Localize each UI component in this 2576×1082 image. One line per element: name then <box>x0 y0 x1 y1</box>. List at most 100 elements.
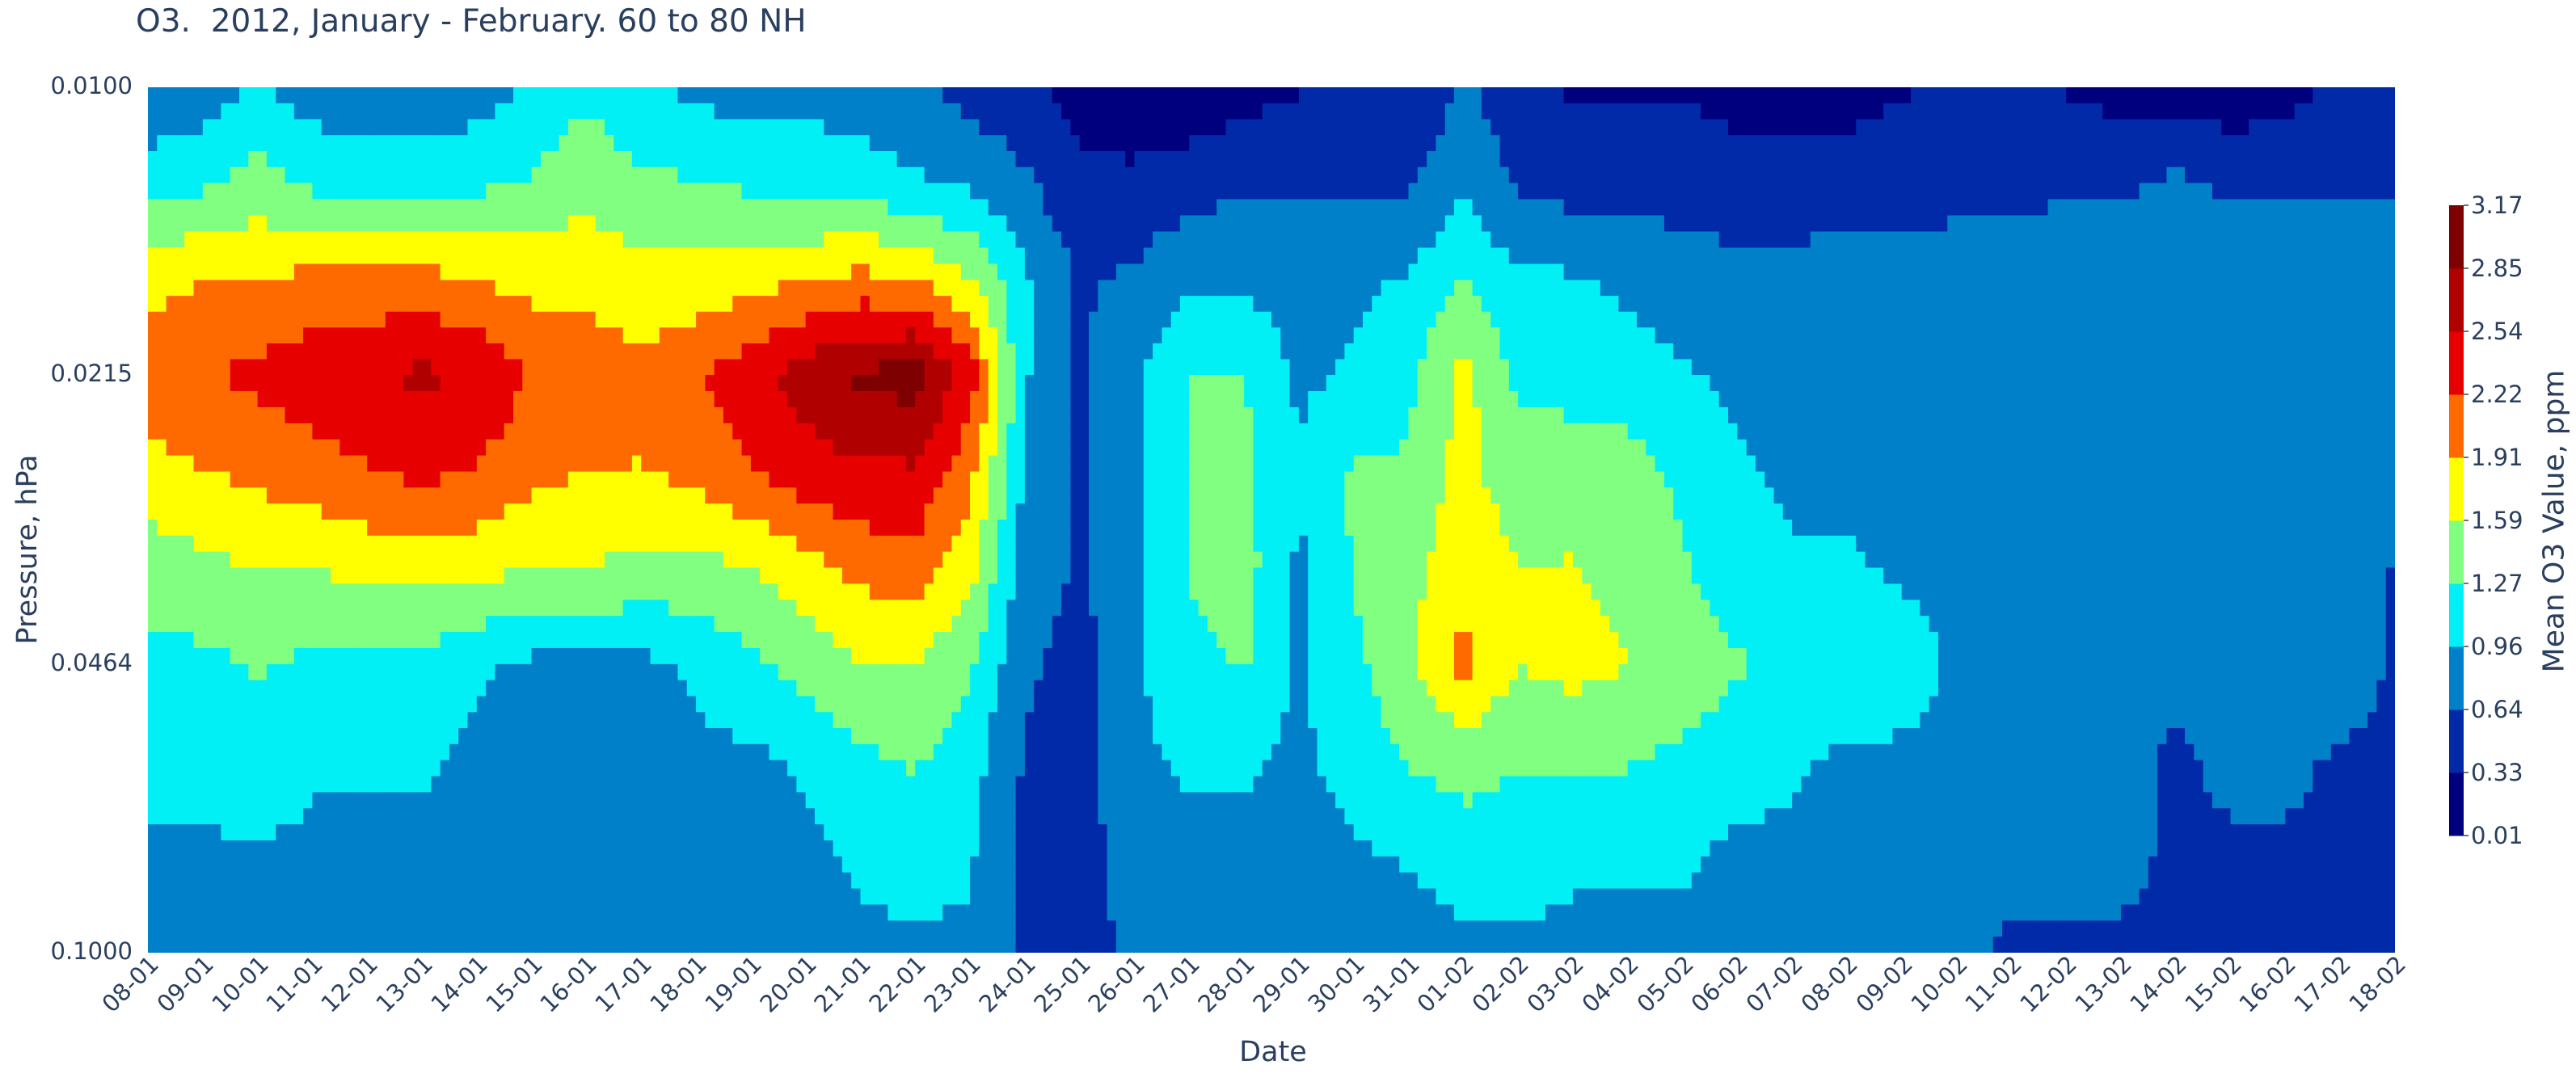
contour-cell <box>157 280 167 297</box>
contour-cell <box>1710 280 1720 297</box>
contour-cell <box>2075 119 2085 136</box>
contour-cell <box>1856 390 1866 408</box>
contour-cell <box>1536 215 1546 233</box>
contour-cell <box>760 375 770 392</box>
contour-cell <box>1088 390 1098 408</box>
contour-cell <box>1984 103 1994 120</box>
contour-cell <box>239 199 249 217</box>
contour-cell <box>1554 150 1565 168</box>
contour-cell <box>741 150 752 168</box>
contour-cell <box>1417 87 1427 104</box>
contour-cell <box>979 280 989 297</box>
contour-cell <box>787 150 797 168</box>
contour-cell <box>641 150 651 168</box>
contour-cell <box>303 135 314 152</box>
contour-cell <box>723 359 733 376</box>
contour-cell <box>1701 231 1711 249</box>
contour-cell <box>1618 390 1629 408</box>
contour-cell <box>166 359 176 376</box>
contour-cell <box>1454 215 1464 233</box>
contour-cell <box>1646 183 1656 200</box>
contour-cell <box>1947 327 1958 344</box>
contour-cell <box>686 406 697 424</box>
contour-cell <box>2358 263 2368 281</box>
contour-cell <box>1317 103 1327 120</box>
contour-cell <box>2340 311 2350 328</box>
contour-cell <box>567 311 578 328</box>
contour-cell <box>1244 183 1254 200</box>
contour-cell <box>166 375 176 392</box>
contour-cell <box>2038 263 2049 281</box>
contour-cell <box>257 119 268 136</box>
contour-cell <box>1079 199 1090 217</box>
contour-cell <box>860 343 871 360</box>
contour-cell <box>1088 119 1098 136</box>
contour-cell <box>2056 135 2067 152</box>
contour-cell <box>769 119 779 136</box>
contour-cell <box>1134 87 1145 104</box>
contour-cell <box>1125 327 1136 344</box>
contour-cell <box>1444 183 1455 200</box>
contour-cell <box>2020 343 2030 360</box>
contour-cell <box>293 166 304 184</box>
contour-cell <box>2011 150 2022 168</box>
contour-cell <box>2330 247 2341 265</box>
contour-cell <box>2211 296 2222 313</box>
contour-cell <box>2002 280 2012 297</box>
contour-cell <box>1655 103 1665 120</box>
contour-cell <box>1015 311 1026 328</box>
contour-cell <box>1034 166 1044 184</box>
contour-cell <box>1107 103 1117 120</box>
contour-cell <box>257 87 268 104</box>
contour-cell <box>1189 103 1199 120</box>
contour-cell <box>814 280 824 297</box>
contour-cell <box>1582 343 1592 360</box>
contour-cell <box>1472 150 1482 168</box>
contour-cell <box>422 150 432 168</box>
contour-cell <box>339 199 350 217</box>
contour-cell <box>1892 87 1903 104</box>
contour-cell <box>732 263 743 281</box>
contour-cell <box>1280 199 1291 217</box>
contour-cell <box>970 231 980 249</box>
contour-cell <box>1024 183 1035 200</box>
contour-cell <box>960 87 971 104</box>
contour-cell <box>2239 135 2249 152</box>
contour-cell <box>1162 215 1172 233</box>
contour-cell <box>997 150 1007 168</box>
contour-cell <box>504 296 514 313</box>
contour-cell <box>1344 343 1355 360</box>
contour-cell <box>960 215 971 233</box>
contour-cell <box>723 247 733 265</box>
contour-cell <box>879 119 888 136</box>
contour-cell <box>2321 359 2332 376</box>
contour-cell <box>540 215 550 233</box>
contour-cell <box>303 390 314 408</box>
contour-cell <box>1911 375 1920 392</box>
contour-cell <box>1162 166 1172 184</box>
contour-cell <box>979 359 989 376</box>
contour-cell <box>495 166 505 184</box>
contour-cell <box>357 296 368 313</box>
contour-cell <box>2002 135 2012 152</box>
contour-cell <box>2185 119 2194 136</box>
contour-cell <box>276 199 286 217</box>
contour-cell <box>896 183 907 200</box>
contour-cell <box>495 87 505 104</box>
contour-cell <box>997 247 1007 265</box>
contour-cell <box>1892 327 1903 344</box>
contour-cell <box>1153 375 1162 392</box>
contour-cell <box>933 103 943 120</box>
contour-cell <box>1527 135 1537 152</box>
contour-cell <box>1052 183 1062 200</box>
contour-cell <box>631 215 642 233</box>
contour-cell <box>2203 183 2213 200</box>
contour-cell <box>1984 183 1994 200</box>
contour-cell <box>1335 103 1346 120</box>
contour-cell <box>2203 119 2213 136</box>
contour-cell <box>1098 311 1108 328</box>
contour-cell <box>1718 119 1729 136</box>
contour-cell <box>1737 296 1748 313</box>
contour-cell <box>2358 280 2368 297</box>
contour-cell <box>1115 119 1126 136</box>
